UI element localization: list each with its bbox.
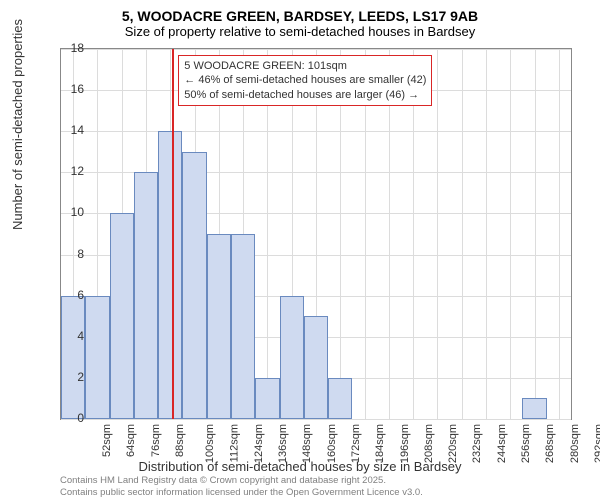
x-tick: 184sqm bbox=[374, 424, 386, 463]
y-tick: 18 bbox=[71, 41, 84, 55]
histogram-bar bbox=[158, 131, 182, 419]
x-tick: 112sqm bbox=[228, 424, 240, 462]
y-tick: 4 bbox=[77, 329, 84, 343]
histogram-bar bbox=[85, 296, 109, 419]
x-axis-label: Distribution of semi-detached houses by … bbox=[0, 459, 600, 474]
gridline-v bbox=[510, 49, 511, 419]
histogram-bar bbox=[61, 296, 85, 419]
annotation-line: 5 WOODACRE GREEN: 101sqm bbox=[184, 59, 426, 73]
x-tick: 256sqm bbox=[520, 424, 532, 463]
x-tick: 208sqm bbox=[423, 424, 435, 463]
chart-container: 5, WOODACRE GREEN, BARDSEY, LEEDS, LS17 … bbox=[0, 0, 600, 500]
annotation-line: ← 46% of semi-detached houses are smalle… bbox=[184, 73, 426, 87]
histogram-bar bbox=[134, 172, 158, 419]
x-tick: 148sqm bbox=[302, 424, 314, 463]
x-tick: 100sqm bbox=[204, 424, 216, 463]
histogram-bar bbox=[280, 296, 304, 419]
y-tick: 16 bbox=[71, 82, 84, 96]
y-tick: 6 bbox=[77, 288, 84, 302]
x-tick: 268sqm bbox=[544, 424, 556, 463]
x-tick: 244sqm bbox=[496, 424, 508, 463]
histogram-bar bbox=[182, 152, 206, 419]
annotation-line: 50% of semi-detached houses are larger (… bbox=[184, 88, 426, 102]
histogram-bar bbox=[304, 316, 328, 419]
x-tick: 136sqm bbox=[277, 424, 289, 463]
histogram-bar bbox=[328, 378, 352, 419]
x-tick: 64sqm bbox=[125, 424, 137, 457]
gridline-v bbox=[559, 49, 560, 419]
annotation-box: 5 WOODACRE GREEN: 101sqm← 46% of semi-de… bbox=[178, 55, 432, 106]
footer-line2: Contains public sector information licen… bbox=[60, 487, 423, 498]
x-tick: 124sqm bbox=[253, 424, 265, 463]
gridline-v bbox=[486, 49, 487, 419]
x-tick: 220sqm bbox=[447, 424, 459, 463]
plot-area: 5 WOODACRE GREEN: 101sqm← 46% of semi-de… bbox=[60, 48, 572, 420]
reference-line bbox=[172, 49, 174, 419]
x-tick: 280sqm bbox=[569, 424, 581, 463]
y-tick: 14 bbox=[71, 123, 84, 137]
x-tick: 52sqm bbox=[101, 424, 113, 457]
x-tick: 196sqm bbox=[399, 424, 411, 463]
y-tick: 12 bbox=[71, 164, 84, 178]
y-tick: 8 bbox=[77, 247, 84, 261]
y-tick: 2 bbox=[77, 370, 84, 384]
histogram-bar bbox=[522, 398, 546, 419]
footer-attribution: Contains HM Land Registry data © Crown c… bbox=[60, 475, 423, 498]
chart-subtitle: Size of property relative to semi-detach… bbox=[0, 24, 600, 43]
footer-line1: Contains HM Land Registry data © Crown c… bbox=[60, 475, 423, 486]
histogram-bar bbox=[207, 234, 231, 419]
x-tick: 76sqm bbox=[150, 424, 162, 457]
x-tick: 292sqm bbox=[593, 424, 600, 463]
gridline-v bbox=[437, 49, 438, 419]
chart-title: 5, WOODACRE GREEN, BARDSEY, LEEDS, LS17 … bbox=[0, 0, 600, 24]
histogram-bar bbox=[110, 213, 134, 419]
gridline-v bbox=[462, 49, 463, 419]
gridline-v bbox=[535, 49, 536, 419]
y-tick: 0 bbox=[77, 411, 84, 425]
y-tick: 10 bbox=[71, 205, 84, 219]
x-tick: 160sqm bbox=[326, 424, 338, 463]
gridline-h bbox=[61, 419, 571, 420]
y-axis-label: Number of semi-detached properties bbox=[10, 19, 25, 230]
histogram-bar bbox=[231, 234, 255, 419]
x-tick: 88sqm bbox=[174, 424, 186, 457]
x-tick: 172sqm bbox=[350, 424, 362, 463]
x-tick: 232sqm bbox=[472, 424, 484, 463]
histogram-bar bbox=[255, 378, 279, 419]
